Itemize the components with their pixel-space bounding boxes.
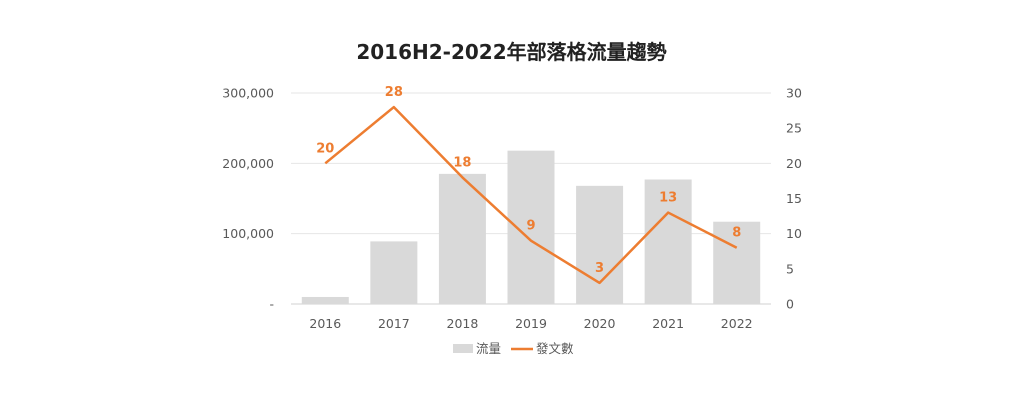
x-axis: 2016 2017 2018 2019 2020 2021 2022 [309, 316, 752, 331]
data-label-2022: 8 [732, 226, 741, 241]
x-tick-label: 2018 [447, 316, 479, 331]
line-series [324, 105, 738, 285]
x-tick-label: 2022 [721, 316, 753, 331]
x-tick-label: 2019 [515, 316, 547, 331]
chart-title: 2016H2-2022年部落格流量趨勢 [356, 40, 667, 64]
data-label-2017: 28 [385, 85, 403, 100]
bar-2021 [644, 179, 692, 304]
bar-2022 [713, 221, 761, 304]
left-tick-label: 300,000 [222, 86, 274, 101]
x-tick-label: 2020 [584, 316, 616, 331]
x-tick-label: 2017 [378, 316, 410, 331]
right-tick-label: 5 [786, 261, 794, 276]
right-tick-label: 10 [786, 226, 802, 241]
bar-2018 [438, 173, 486, 304]
data-labels: 20 28 18 9 3 13 8 [316, 85, 741, 276]
left-tick-label: 100,000 [222, 226, 274, 241]
bar-2016 [301, 296, 349, 304]
right-tick-label: 25 [786, 121, 802, 136]
x-tick-label: 2016 [309, 316, 341, 331]
data-label-2021: 13 [659, 191, 677, 206]
data-label-2020: 3 [595, 261, 604, 276]
legend: 流量 發文數 [453, 341, 574, 356]
right-tick-label: 20 [786, 156, 802, 171]
data-label-2016: 20 [316, 141, 334, 156]
right-tick-label: 30 [786, 86, 802, 101]
data-label-2019: 9 [526, 219, 535, 234]
bar-2020 [576, 185, 624, 304]
right-axis: 0 5 10 15 20 25 30 [786, 86, 802, 312]
left-tick-label: 200,000 [222, 156, 274, 171]
right-tick-label: 0 [786, 297, 794, 312]
legend-swatch-bar [453, 344, 473, 353]
bar-2017 [370, 241, 418, 304]
legend-label-line: 發文數 [536, 341, 574, 356]
left-axis: - 100,000 200,000 300,000 [222, 86, 274, 312]
left-tick-label: - [269, 297, 274, 312]
right-tick-label: 15 [786, 191, 802, 206]
data-label-2018: 18 [453, 155, 471, 170]
legend-label-bar: 流量 [476, 341, 501, 356]
x-tick-label: 2021 [652, 316, 684, 331]
